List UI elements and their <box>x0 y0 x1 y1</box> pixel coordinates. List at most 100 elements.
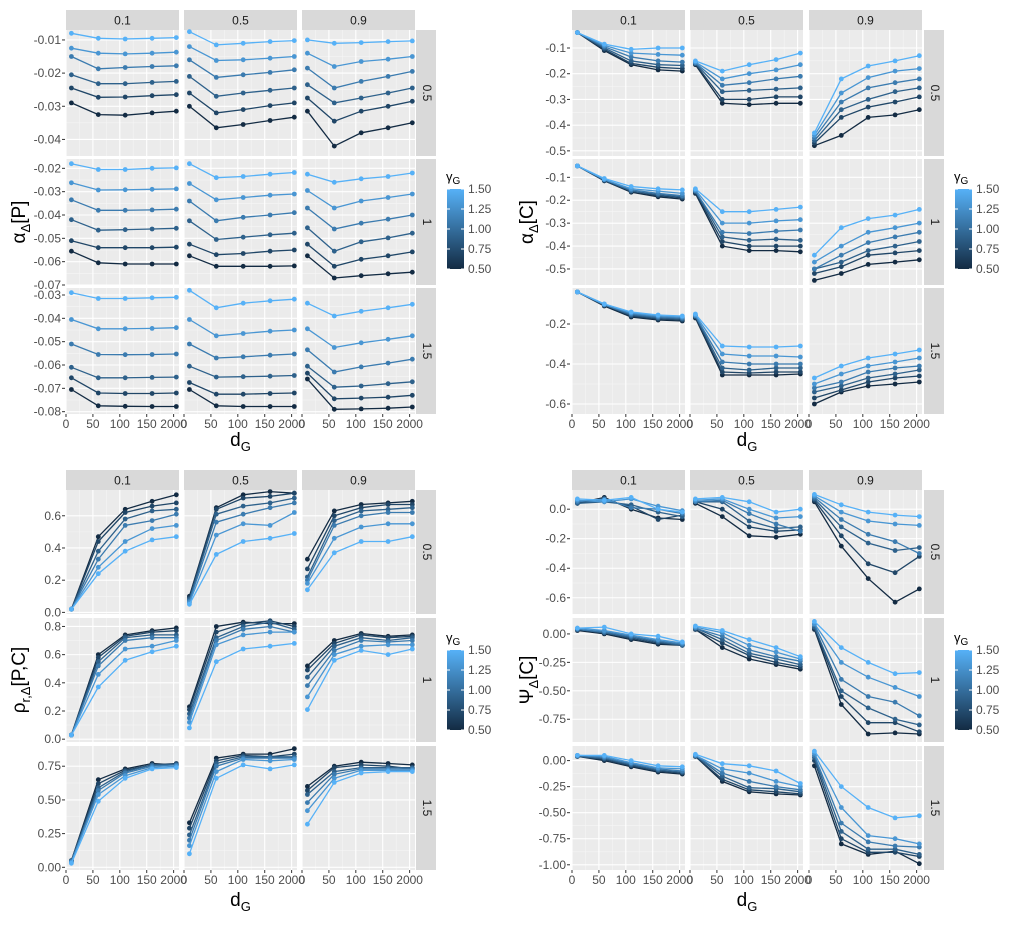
data-point <box>291 327 297 333</box>
data-point <box>358 524 364 530</box>
data-point <box>173 523 179 528</box>
data-point <box>305 800 310 805</box>
row-strip-label: 1 <box>420 677 434 684</box>
data-point <box>916 53 922 59</box>
x-tick-label: 100 <box>853 417 873 431</box>
y-axis-title-tail: [P] <box>9 201 30 224</box>
data-point <box>331 226 337 232</box>
data-point <box>149 245 155 251</box>
data-point <box>773 243 779 249</box>
data-point <box>409 54 415 59</box>
data-point <box>95 556 101 562</box>
data-point <box>149 110 155 116</box>
x-axis-title-main: d <box>230 430 241 451</box>
data-point <box>69 375 74 381</box>
data-point <box>291 510 297 515</box>
y-tick-label: -0.5 <box>545 144 566 158</box>
x-tick-label: 150 <box>137 417 157 431</box>
data-point <box>409 170 415 176</box>
x-tick-label: 100 <box>616 873 636 887</box>
data-point <box>267 171 273 177</box>
legend-title-sub: G <box>453 637 461 648</box>
data-point <box>291 531 297 536</box>
data-point <box>838 645 844 650</box>
x-tick-label: 50 <box>710 417 724 431</box>
row-strip-bg <box>416 30 436 156</box>
data-point <box>358 239 364 245</box>
row-strip-bg <box>416 490 436 614</box>
data-point <box>719 234 725 240</box>
data-point <box>267 118 273 123</box>
data-point <box>95 539 101 544</box>
data-point <box>797 506 803 512</box>
y-tick-label: 0.2 <box>44 704 61 718</box>
data-point <box>358 539 364 544</box>
y-tick-label: -0.3 <box>545 216 566 230</box>
data-point <box>575 289 580 295</box>
data-point <box>838 820 844 826</box>
data-point <box>240 626 246 632</box>
x-tick-label: 2000 <box>160 417 187 431</box>
data-point <box>409 392 415 398</box>
y-axis-title-sub: r,Δ <box>18 686 33 702</box>
data-point <box>409 521 415 527</box>
data-point <box>773 361 779 367</box>
x-tick-label: 100 <box>734 873 754 887</box>
data-point <box>719 89 725 95</box>
data-point <box>679 639 685 645</box>
panel-bg <box>66 159 179 285</box>
data-point <box>69 238 74 244</box>
x-tick-label: 2000 <box>160 873 187 887</box>
y-tick-label: 0.6 <box>44 509 61 523</box>
data-point <box>331 643 337 649</box>
data-point <box>358 79 364 84</box>
data-point <box>838 243 844 249</box>
y-tick-label: -0.25 <box>539 780 567 794</box>
data-point <box>773 67 779 73</box>
data-point <box>719 761 725 767</box>
legend-label: 1.00 <box>468 222 492 236</box>
data-point <box>916 551 922 556</box>
panel <box>183 159 297 286</box>
data-point <box>95 81 101 87</box>
data-point <box>213 629 219 635</box>
data-point <box>797 94 803 100</box>
colorbar-legend: γG 1.50 1.25 1.00 0.75 0.50 <box>954 630 1000 737</box>
data-point <box>213 333 219 339</box>
data-point <box>719 239 725 244</box>
data-point <box>173 49 179 55</box>
data-point <box>213 403 219 409</box>
x-tick-label: 150 <box>880 417 900 431</box>
legend-label: 0.50 <box>468 723 492 737</box>
data-point <box>173 638 179 643</box>
panel <box>689 30 803 156</box>
x-tick-label: 2000 <box>396 873 423 887</box>
data-point <box>95 227 101 233</box>
y-tick-label: 0.00 <box>543 627 567 641</box>
x-axis-title-main: d <box>230 890 241 911</box>
x-axis-title: dG <box>230 890 251 914</box>
y-tick-label: -0.08 <box>34 405 62 419</box>
data-point <box>746 237 752 243</box>
data-point <box>797 514 803 519</box>
data-point <box>838 688 844 694</box>
data-point <box>69 217 74 223</box>
x-axis-title: dG <box>737 890 758 914</box>
data-point <box>655 62 661 68</box>
panel <box>65 618 179 742</box>
data-point <box>173 404 179 409</box>
data-point <box>122 207 128 213</box>
data-point <box>305 108 310 114</box>
data-point <box>812 266 817 272</box>
x-axis-title: dG <box>737 430 758 454</box>
data-point <box>746 353 752 359</box>
data-point <box>916 523 922 528</box>
data-point <box>601 41 607 47</box>
y-tick-label: -0.6 <box>545 397 566 411</box>
x-tick-label: 0 <box>299 873 306 887</box>
data-point <box>305 587 310 593</box>
data-point <box>797 662 803 667</box>
data-point <box>187 44 192 49</box>
x-axis-title-main: d <box>737 890 748 911</box>
data-point <box>358 220 364 226</box>
